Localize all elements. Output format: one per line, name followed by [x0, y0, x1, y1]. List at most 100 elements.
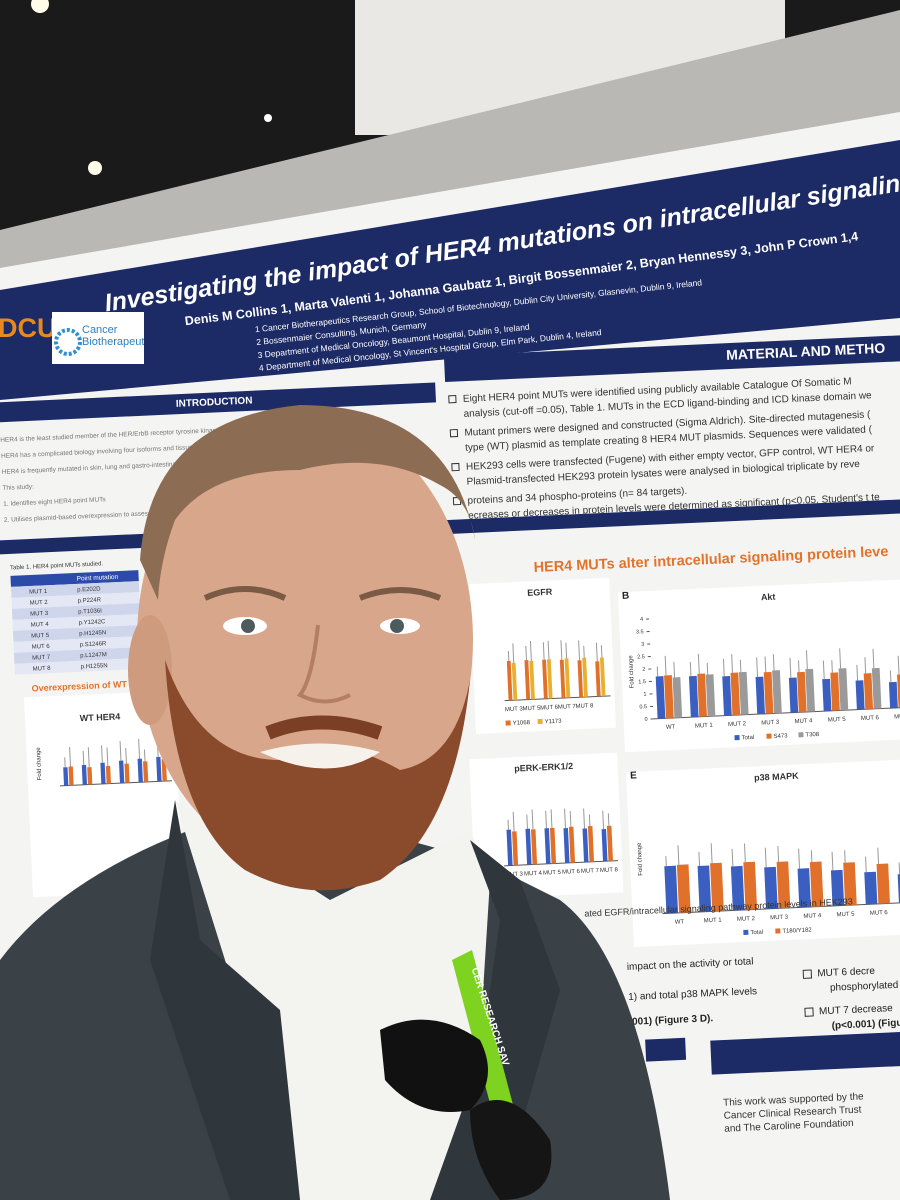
error-bar — [831, 660, 833, 673]
poster-bar — [577, 660, 584, 698]
poster-bar — [897, 674, 900, 708]
finding-line: .001) (Figure 3 D). — [629, 1013, 714, 1028]
error-bar — [798, 848, 801, 869]
poster-bar — [843, 862, 857, 906]
chart-panel — [625, 758, 900, 948]
lapel — [150, 800, 300, 1200]
axis — [504, 695, 611, 702]
light — [31, 0, 49, 13]
error-bar — [706, 662, 709, 675]
table-cell: MUT 4 — [31, 622, 50, 629]
poster-bar — [582, 657, 588, 698]
poster-bar — [530, 829, 538, 865]
poster-bar — [529, 660, 535, 700]
error-bar — [531, 809, 534, 830]
error-bar — [731, 848, 734, 867]
error-bar — [569, 811, 572, 827]
table-cell: MUT 3 — [30, 611, 49, 618]
error-bar — [865, 856, 867, 873]
table-cell: p.T1036I — [78, 608, 102, 615]
x-tick-label: MUT 6 — [540, 705, 559, 712]
legend-label: T180/Y182 — [782, 927, 812, 934]
poster-bar — [710, 862, 724, 912]
axis — [60, 780, 172, 787]
poster-bar — [512, 831, 519, 866]
table-cell: p.H1245N — [79, 630, 106, 637]
chart-title: EGFR — [527, 587, 553, 598]
error-bar — [564, 808, 566, 829]
poster-bar — [143, 761, 149, 783]
legend-label: Total — [741, 735, 754, 742]
x-tick-label: MUT 5 — [522, 706, 541, 713]
bullet — [451, 462, 460, 472]
x-tick-label: WT — [666, 724, 676, 730]
table-cell: MUT 1 — [29, 589, 48, 596]
poster-bar — [772, 670, 782, 714]
error-bar — [844, 850, 846, 863]
x-tick-label: MUT 4 — [794, 718, 813, 725]
beard — [165, 660, 470, 891]
table-head — [10, 570, 139, 587]
error-bar — [698, 851, 701, 866]
poster-bar — [546, 659, 553, 699]
error-bar — [831, 851, 834, 871]
ear — [128, 615, 172, 725]
poster-header — [0, 140, 900, 400]
error-bar — [864, 657, 867, 674]
x-tick-label: MUT 5 — [543, 870, 562, 877]
poster-bar — [100, 762, 106, 785]
table-row — [13, 636, 142, 653]
x-tick-label: MUT 7 — [581, 868, 600, 875]
poster-bar — [544, 828, 551, 864]
x-tick-label: MUT 4 — [524, 871, 543, 878]
error-bar — [689, 661, 692, 677]
y-label: Fold change — [36, 746, 44, 780]
poster-bar — [676, 864, 691, 913]
poster-bar — [888, 681, 898, 709]
logo-box — [52, 312, 144, 364]
error-bar — [872, 648, 875, 669]
error-bar — [607, 813, 610, 826]
x-tick-label: MUT 4 — [803, 913, 822, 920]
error-bar — [602, 810, 605, 830]
table-cell: MUT 6 — [32, 644, 51, 651]
logo-dcu: DCU — [0, 313, 57, 343]
error-bar — [897, 655, 900, 675]
error-bar — [125, 747, 127, 764]
poster-bar — [805, 668, 816, 712]
y-tick-label: 3.5 — [636, 629, 644, 635]
bullet — [802, 969, 813, 979]
bullet — [804, 1007, 814, 1017]
error-bar — [512, 811, 515, 832]
poster-bar — [788, 677, 799, 713]
x-tick-label: MUT 2 — [728, 721, 747, 728]
x-tick-label: MUT 3 — [505, 706, 524, 713]
error-bar — [138, 738, 141, 759]
poster-bar — [156, 756, 162, 782]
poster-bar — [549, 827, 557, 864]
table-row — [12, 625, 142, 642]
legend-swatch — [734, 735, 740, 741]
poster-bar — [776, 861, 791, 909]
poster-bar — [595, 661, 601, 697]
y-tick-label: 0.5 — [639, 704, 647, 710]
poster-bar — [68, 766, 74, 786]
x-tick-label: MUT 6 — [562, 869, 581, 876]
error-bar — [595, 642, 598, 662]
x-tick-label: MUT 1 — [704, 918, 723, 925]
error-bar — [600, 645, 603, 658]
error-bar — [583, 645, 585, 658]
error-bar — [722, 658, 725, 677]
error-bar — [526, 814, 528, 829]
legend-label: T308 — [805, 732, 820, 739]
legend-swatch — [798, 732, 804, 738]
error-bar — [82, 750, 85, 766]
poster-bar — [830, 869, 845, 906]
finding-line: MUT 6 decre — [817, 966, 875, 980]
table-caption: Table 1. HER4 point MUTs studied. — [10, 561, 104, 571]
poster-bar — [118, 760, 125, 784]
chart-title: Akt — [761, 592, 776, 603]
error-bar — [764, 656, 767, 673]
